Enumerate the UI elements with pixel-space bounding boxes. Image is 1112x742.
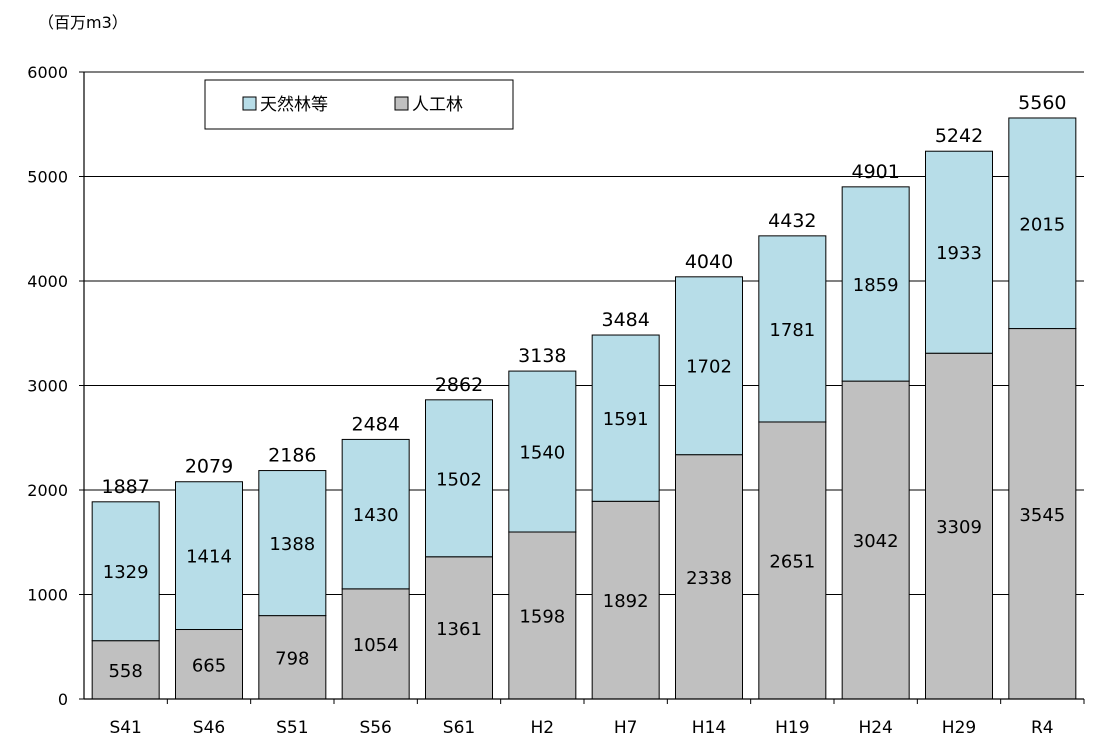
bar-value-label: 665	[192, 655, 226, 676]
bar-segment	[925, 150, 993, 354]
y-tick-label: 0	[58, 690, 68, 709]
bar-value-label: 1054	[353, 635, 399, 656]
bar-segment	[758, 235, 827, 423]
bar-segment	[758, 421, 827, 700]
bar-segment	[91, 640, 160, 700]
x-tick-label: S46	[193, 718, 225, 738]
bar-segment	[425, 399, 493, 558]
bar-total-label: 3138	[518, 345, 566, 367]
legend: 天然林等 人工林	[204, 79, 514, 130]
bar-value-label: 1781	[769, 320, 815, 341]
bar-segment	[91, 501, 160, 642]
bar-value-label: 2651	[769, 551, 815, 572]
y-tick-label: 1000	[27, 586, 68, 605]
legend-swatch	[242, 96, 257, 111]
y-tick-label: 6000	[27, 63, 68, 82]
x-tick-label: S61	[443, 718, 475, 738]
bar-total-label: 3484	[601, 309, 649, 331]
bar-segment	[675, 454, 743, 700]
y-axis-unit-label: （百万m3）	[38, 13, 128, 32]
bar-value-label: 798	[275, 648, 309, 669]
bar-segment	[341, 438, 410, 590]
bar-total-label: 2484	[351, 413, 399, 435]
x-tick-label: S51	[276, 718, 308, 738]
bar-total-label: 2079	[185, 456, 233, 478]
x-tick-label: S56	[359, 718, 391, 738]
x-tick-label: H2	[531, 718, 555, 738]
bar-segment	[175, 481, 243, 631]
bar-value-label: 3042	[853, 531, 899, 552]
x-tick-label: H29	[942, 718, 976, 738]
bar-total-label: 4901	[851, 161, 899, 183]
bar-total-label: 5560	[1018, 92, 1066, 114]
bar-value-label: 1540	[519, 443, 565, 464]
bar-value-label: 1598	[519, 607, 565, 628]
bar-segment	[258, 470, 327, 617]
bar-segment	[591, 334, 660, 502]
x-tick-label: H19	[775, 718, 809, 738]
bar-total-label: 2862	[435, 374, 483, 396]
y-tick-label: 4000	[27, 272, 68, 291]
legend-label: 人工林	[412, 95, 463, 115]
bar-segment	[258, 615, 327, 700]
bar-value-label: 1859	[853, 275, 899, 296]
bar-segment	[925, 352, 993, 700]
x-tick-label: H14	[692, 718, 726, 738]
bar-total-label: 4432	[768, 210, 816, 232]
bar-total-label: 4040	[685, 251, 733, 273]
bars: 558 1329 1887 665 1414 2079 798 1388 2186 1054 143…	[91, 92, 1077, 700]
bar-value-label: 2338	[686, 568, 732, 589]
bar-value-label: 3309	[936, 517, 982, 538]
bar-value-label: 1361	[436, 619, 482, 640]
bar-segment	[591, 500, 660, 700]
y-axis-ticks: 0 1000 2000 3000 4000 5000 6000	[27, 63, 84, 709]
bar-value-label: 1430	[353, 505, 399, 526]
y-tick-label: 3000	[27, 377, 68, 396]
bar-segment	[1008, 328, 1077, 700]
legend-label: 天然林等	[260, 95, 328, 115]
bar-value-label: 1892	[603, 591, 649, 612]
bar-value-label: 2015	[1019, 214, 1065, 235]
x-axis-tick-labels: S41 S46 S51 S56 S61 H2 H7 H14 H19 H24 H29 R4	[109, 699, 1085, 738]
bar-value-label: 1702	[686, 357, 732, 378]
x-tick-label: S41	[109, 718, 141, 738]
bar-value-label: 1933	[936, 243, 982, 264]
bar-value-label: 1502	[436, 469, 482, 490]
y-tick-label: 2000	[27, 481, 68, 500]
bar-segment	[175, 629, 243, 700]
bar-value-label: 1414	[186, 547, 232, 568]
x-tick-label: H7	[614, 718, 638, 738]
bar-value-label: 1329	[103, 562, 149, 583]
bar-value-label: 1591	[603, 409, 649, 430]
bar-segment	[841, 186, 910, 382]
bar-total-label: 5242	[935, 125, 983, 147]
x-tick-label: R4	[1031, 718, 1054, 738]
bar-value-label: 558	[108, 661, 142, 682]
x-tick-label: H24	[858, 718, 892, 738]
gridlines	[84, 71, 1084, 595]
y-tick-label: 5000	[27, 168, 68, 187]
bar-segment	[341, 588, 410, 700]
bar-value-label: 3545	[1019, 505, 1065, 526]
bar-segment	[508, 370, 577, 533]
bar-segment	[1008, 117, 1077, 330]
bar-total-label: 2186	[268, 445, 316, 467]
legend-swatch	[394, 96, 409, 111]
bar-segment	[675, 276, 743, 456]
bar-value-label: 1388	[269, 534, 315, 555]
bar-total-label: 1887	[101, 476, 149, 498]
bar-segment	[425, 556, 493, 700]
